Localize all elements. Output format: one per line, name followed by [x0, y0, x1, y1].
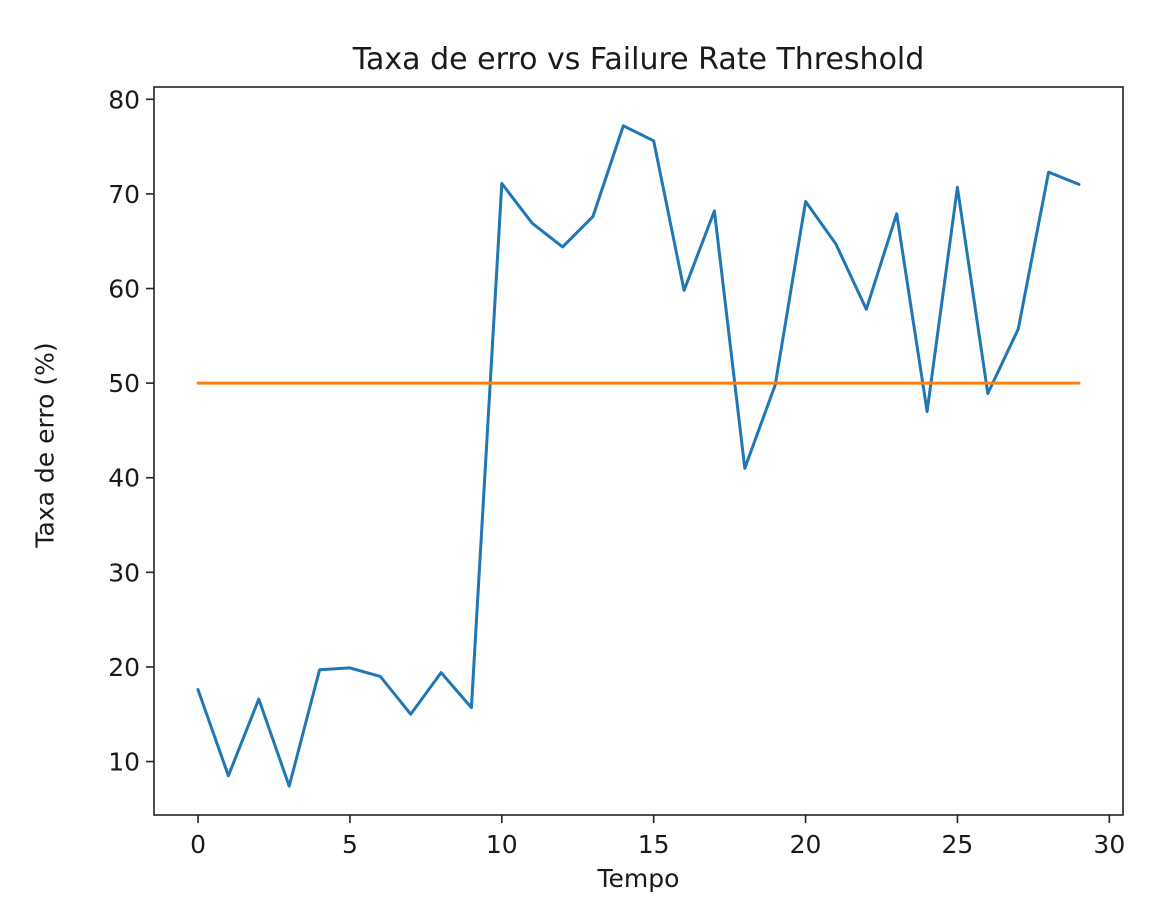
- x-tick-label: 5: [342, 830, 358, 859]
- x-tick-label: 30: [1093, 830, 1125, 859]
- axes-frame: [153, 86, 1124, 816]
- y-axis-label-text: Taxa de erro (%): [30, 342, 60, 548]
- y-tick-label: 30: [108, 558, 140, 587]
- taxa-de-erro-line: [196, 124, 1081, 788]
- y-tick-label: 80: [108, 85, 140, 114]
- chart-title: Taxa de erro vs Failure Rate Threshold: [352, 42, 925, 77]
- y-tick-label: 10: [108, 748, 140, 777]
- x-tick-label: 10: [486, 830, 518, 859]
- y-tick-label: 50: [108, 369, 140, 398]
- x-tick-label: 20: [790, 830, 822, 859]
- y-tick-label: 40: [108, 464, 140, 493]
- x-tick-label: 15: [638, 830, 670, 859]
- y-tick-label: 20: [108, 653, 140, 682]
- x-tick-label: 0: [190, 830, 206, 859]
- x-axis-label: Tempo: [597, 864, 680, 893]
- y-tick-label: 70: [108, 180, 140, 209]
- x-tick-label: 25: [942, 830, 974, 859]
- y-tick-label: 60: [108, 275, 140, 304]
